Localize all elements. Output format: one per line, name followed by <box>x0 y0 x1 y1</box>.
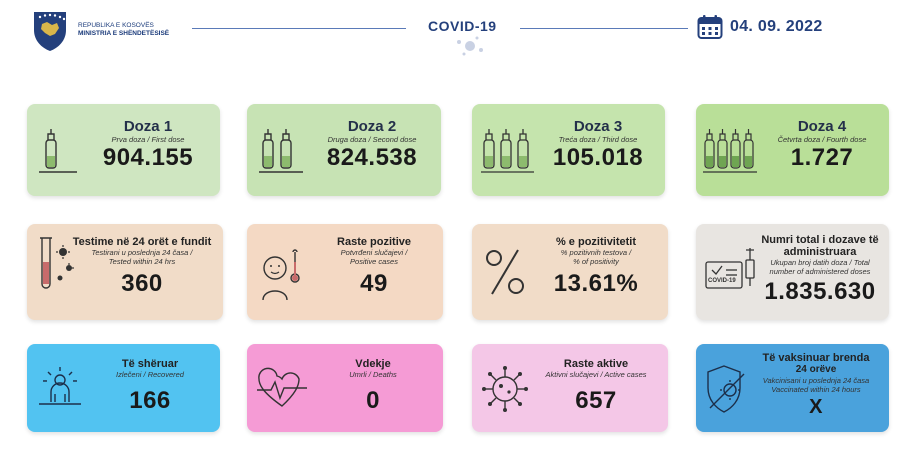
vials-icon <box>703 129 757 173</box>
active-sub: Aktivni slučajevi / Active cases <box>545 370 647 379</box>
recovered-person-icon <box>39 367 81 405</box>
tests-title: Testime në 24 orët e fundit <box>72 236 212 248</box>
dose-1-number: 1 <box>163 118 173 135</box>
positivity-card: % e pozitivitetit % pozitivnih testova /… <box>472 224 668 320</box>
positivity-value: 13.61% <box>553 270 639 297</box>
vaccinated-24h-sub1: Vakcinisani u poslednja 24 časa <box>762 376 870 385</box>
vaccinated-24h-card: Të vaksinuar brenda 24 orëve Vakcinisani… <box>696 344 889 432</box>
positivity-sub1: % pozitivnih testova / <box>560 248 632 257</box>
total-doses-sub1: Ukupan broj datih doza / Total <box>770 258 870 267</box>
dose-2-sub: Druga doza / Second dose <box>327 135 417 144</box>
positive-value: 49 <box>360 270 388 297</box>
dose-3-card: Doza 3 Treća doza / Third dose 105.018 <box>472 104 665 196</box>
deaths-title: Vdekje <box>355 358 391 370</box>
active-value: 657 <box>575 387 617 414</box>
deaths-value: 0 <box>366 387 380 414</box>
dose-4-card: Doza 4 Četvrta doza / Fourth dose 1.727 <box>696 104 889 196</box>
dose-4-label: Doza <box>797 118 834 135</box>
vaccinated-24h-title1: Të vaksinuar brenda <box>762 352 870 364</box>
active-cases-card: Raste aktive Aktivni slučajevi / Active … <box>472 344 668 432</box>
total-doses-title1: Numri total i dozave të <box>761 234 879 246</box>
recovered-value: 166 <box>129 387 171 414</box>
positivity-title: % e pozitivitetit <box>555 236 637 248</box>
positivity-sub2: % of positivity <box>573 257 619 266</box>
dose-4-sub: Četvrta doza / Fourth dose <box>777 135 867 144</box>
dose-1-card: Doza 1 Prva doza / First dose 904.155 <box>27 104 220 196</box>
vials-icon <box>481 129 534 173</box>
deaths-card: Vdekje Umrli / Deaths 0 <box>247 344 443 432</box>
dose-1-sub: Prva doza / First dose <box>111 135 185 144</box>
test-tube-icon <box>40 237 74 289</box>
report-date: 04. 09. 2022 <box>730 18 823 35</box>
percent-icon <box>486 249 524 295</box>
recovered-card: Të shëruar Izlečeni / Recovered 166 <box>27 344 220 432</box>
vaccinated-24h-title2: 24 orëve <box>795 364 837 375</box>
page-title: COVID-19 <box>428 18 497 34</box>
dose-1-label: Doza <box>123 118 160 135</box>
total-doses-sub2: number of administered doses <box>769 267 871 276</box>
header-divider-right <box>520 28 688 29</box>
dose-1-value: 904.155 <box>102 144 194 171</box>
dose-3-number: 3 <box>613 118 623 135</box>
recovered-title: Të shëruar <box>121 358 179 370</box>
shield-virus-icon <box>707 365 745 413</box>
positive-sub2: Positive cases <box>350 257 398 266</box>
virus-decoration-icon <box>457 36 483 56</box>
dose-3-value: 105.018 <box>552 144 644 171</box>
dose-2-card: Doza 2 Druga doza / Second dose 824.538 <box>247 104 441 196</box>
positive-sub1: Potvrđeni slučajevi / <box>340 248 408 257</box>
dose-2-number: 2 <box>387 118 397 135</box>
positive-title: Raste pozitive <box>337 236 411 248</box>
dose-4-number: 4 <box>837 118 847 135</box>
ministry-name: REPUBLIKA E KOSOVËS MINISTRIA E SHËNDETË… <box>78 22 169 38</box>
dose-2-label: Doza <box>347 118 384 135</box>
recovered-sub: Izlečeni / Recovered <box>116 370 184 379</box>
dose-2-value: 824.538 <box>326 144 418 171</box>
tests-sub2: Tested within 24 hrs <box>108 257 176 266</box>
certificate-label: COVID-19 <box>708 278 736 284</box>
tests-value: 360 <box>121 270 163 297</box>
vials-icon <box>259 129 303 173</box>
vaccine-certificate-icon <box>705 248 755 289</box>
tests-card: Testime në 24 orët e fundit Testirani u … <box>27 224 223 320</box>
total-doses-title2: administruara <box>783 246 857 258</box>
virus-icon <box>482 366 528 412</box>
heart-pulse-icon <box>257 367 307 407</box>
dose-4-value: 1.727 <box>790 144 854 171</box>
header-divider-left <box>192 28 406 29</box>
total-doses-value: 1.835.630 <box>764 278 876 305</box>
ministry-line2: MINISTRIA E SHËNDETËSISË <box>78 30 170 37</box>
total-doses-card: COVID-19 Numri total i dozave të adminis… <box>696 224 889 320</box>
header: REPUBLIKA E KOSOVËS MINISTRIA E SHËNDETË… <box>0 0 900 60</box>
vaccinated-24h-sub2: Vaccinated within 24 hours <box>771 385 861 394</box>
vaccinated-24h-value: X <box>809 396 823 418</box>
vial-icon <box>39 129 77 173</box>
ministry-line1: REPUBLIKA E KOSOVËS <box>78 22 154 29</box>
deaths-sub: Umrli / Deaths <box>349 370 397 379</box>
fever-person-icon <box>262 249 300 301</box>
kosovo-emblem-icon <box>34 12 66 51</box>
tests-sub1: Testirani u poslednja 24 časa / <box>91 248 193 257</box>
calendar-icon <box>697 15 723 39</box>
positive-cases-card: Raste pozitive Potvrđeni slučajevi / Pos… <box>247 224 443 320</box>
dose-3-label: Doza <box>573 118 610 135</box>
active-title: Raste aktive <box>563 358 629 370</box>
dose-3-sub: Treća doza / Third dose <box>558 135 638 144</box>
